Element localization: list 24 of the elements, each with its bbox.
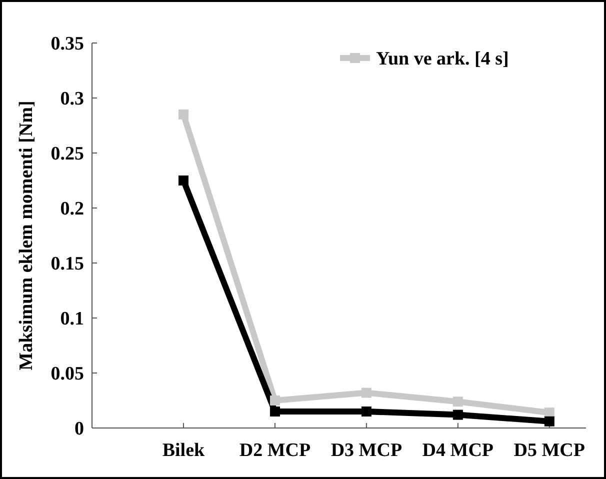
point [452, 410, 463, 420]
y-tick-label: 0.3 [60, 88, 84, 110]
point [452, 396, 463, 407]
y-axis-title: Maksimum eklem momenti [Nm] [16, 100, 37, 370]
x-tick-label: Bilek [162, 440, 206, 461]
point [270, 396, 280, 406]
y-tick-label: 0.35 [50, 34, 84, 55]
x-tick-label: D5 MCP [514, 440, 586, 461]
x-tick-label: D4 MCP [422, 440, 494, 461]
legend-label: Yun ve ark. [4 s] [376, 48, 509, 70]
point [544, 408, 554, 418]
point [544, 416, 554, 426]
point [178, 110, 188, 120]
x-tick-label: D2 MCP [239, 440, 311, 461]
point [270, 406, 280, 416]
y-tick-label: 0.1 [60, 308, 84, 330]
y-tick-label: 0.25 [50, 144, 84, 165]
point [361, 388, 372, 398]
y-tick-label: 0.15 [50, 254, 84, 275]
point [178, 176, 188, 186]
y-tick-label: 0 [74, 418, 84, 440]
y-tick-label: 0.05 [50, 364, 84, 385]
x-tick-label: D3 MCP [330, 440, 402, 461]
y-tick-label: 0.2 [60, 198, 84, 220]
